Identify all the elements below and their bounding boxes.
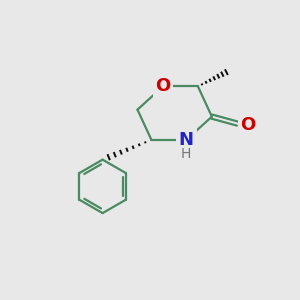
Text: N: N <box>179 131 194 149</box>
Text: H: H <box>181 147 191 161</box>
Text: O: O <box>240 116 256 134</box>
Text: O: O <box>155 77 171 95</box>
